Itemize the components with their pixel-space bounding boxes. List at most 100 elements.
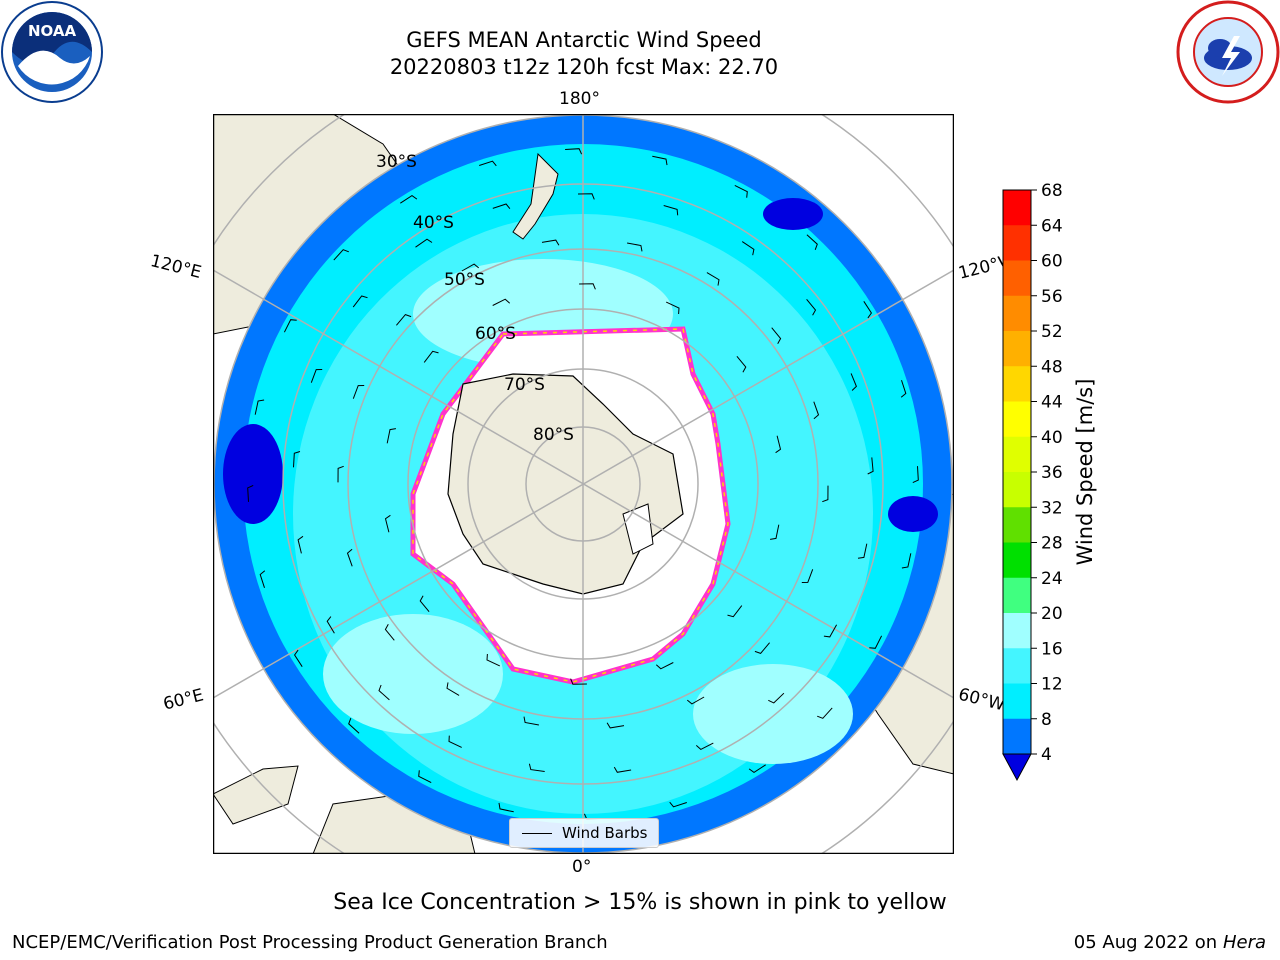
- wind-barb: [297, 535, 304, 554]
- wind-barb: [498, 802, 514, 813]
- footer-credit: NCEP/EMC/Verification Post Processing Pr…: [12, 932, 608, 953]
- wind-barb: [492, 298, 511, 306]
- lat-label-60s: 60°S: [475, 324, 516, 344]
- wind-barb: [771, 327, 782, 345]
- wind-barb: [813, 401, 820, 420]
- wind-max-east: [888, 496, 938, 532]
- wind-barb: [384, 623, 395, 641]
- wind-barb: [486, 653, 501, 667]
- wind-barb: [727, 605, 743, 618]
- colorbar-tick-label: 12: [1041, 675, 1063, 695]
- colorbar-tick-label: 56: [1041, 287, 1063, 307]
- wind-barb: [741, 241, 755, 256]
- wind-barb: [333, 249, 349, 261]
- colorbar-extend-arrow: [1002, 753, 1032, 782]
- wind-barb: [655, 662, 674, 670]
- footer-date-text: 05 Aug 2022 on: [1073, 932, 1218, 953]
- wind-barb: [448, 735, 462, 748]
- wind-barb: [850, 373, 857, 391]
- footer-date: 05 Aug 2022 on Hera: [1074, 932, 1266, 953]
- colorbar-segment: [1003, 436, 1031, 473]
- colorbar-segment: [1003, 225, 1031, 261]
- lon-label-180: 180°: [559, 89, 600, 109]
- wind-barb: [352, 295, 368, 308]
- colorbar-tick-label: 40: [1041, 428, 1063, 448]
- colorbar-segment: [1003, 683, 1031, 720]
- colorbar-segment: [1003, 472, 1031, 508]
- wind-barb: [570, 678, 587, 685]
- colorbar-tick-label: 44: [1041, 393, 1063, 413]
- wind-barb: [817, 707, 833, 719]
- colorbar-segment: [1003, 718, 1031, 755]
- lat-label-50s: 50°S: [444, 270, 485, 290]
- new-zealand-landmass: [512, 152, 559, 240]
- wind-barb: [734, 184, 748, 198]
- lon-label-60e: 60°E: [161, 685, 206, 715]
- wind-barb: [736, 355, 747, 373]
- wind-barb: [806, 234, 818, 250]
- lat-label-40s: 40°S: [413, 213, 454, 233]
- wind-barb: [528, 763, 545, 772]
- wind-barb: [686, 696, 705, 705]
- wind-barb: [775, 435, 782, 454]
- wind-barb: [754, 642, 770, 654]
- colorbar-segment: [1003, 542, 1031, 579]
- colorbar-tick-label: 8: [1041, 710, 1052, 730]
- wind-barb: [310, 369, 323, 383]
- colorbar-tick-label: 60: [1041, 252, 1063, 272]
- colorbar-tick-label: 32: [1041, 498, 1063, 518]
- wind-barb: [806, 298, 817, 316]
- lat-label-70s: 70°S: [504, 375, 545, 395]
- wind-barb: [479, 160, 497, 167]
- wind-barb: [423, 350, 439, 363]
- wind-barb: [912, 466, 919, 484]
- antarctic-wind-map: [213, 114, 954, 854]
- colorbar-tick-label: 24: [1041, 569, 1063, 589]
- colorbar-segment: [1003, 366, 1031, 402]
- national-weather-service-logo: [1176, 0, 1280, 104]
- colorbar-tick-label: 4: [1041, 745, 1052, 765]
- footer-machine: Hera: [1222, 932, 1266, 953]
- colorbar-tick-label: 64: [1041, 216, 1063, 236]
- wind-barb: [577, 193, 595, 200]
- colorbar-tick-label: 20: [1041, 604, 1063, 624]
- chart-subtitle: 20220803 t12z 120h fcst Max: 22.70: [389, 55, 779, 79]
- map-legend: Wind Barbs: [509, 818, 659, 848]
- wind-barb: [283, 319, 297, 333]
- colorbar-label: Wind Speed [m/s]: [1073, 378, 1097, 566]
- colorbar-tick-label: 16: [1041, 639, 1063, 659]
- noaa-logo: NOAA: [1, 1, 103, 103]
- wind-barb: [801, 569, 814, 583]
- wind-barb-legend-line: [522, 832, 552, 834]
- wind-barb: [415, 238, 433, 248]
- wind-barb: [823, 624, 838, 638]
- colorbar-tick-label: 52: [1041, 322, 1063, 342]
- colorbar-segment: [1003, 577, 1031, 614]
- lat-label-30s: 30°S: [376, 152, 417, 172]
- wind-barb: [541, 239, 560, 246]
- colorbar-segment: [1003, 331, 1031, 367]
- wind-max-west: [223, 424, 283, 524]
- wind-barb: [663, 205, 679, 216]
- wind-barb: [400, 194, 418, 204]
- colorbar-tick-label: 68: [1041, 181, 1063, 201]
- wind-barb: [386, 428, 396, 444]
- wind-barb: [867, 457, 874, 475]
- wind-barb: [352, 385, 365, 399]
- wind-barb: [446, 682, 460, 696]
- wind-barb: [613, 766, 632, 773]
- wind-barb: [863, 301, 873, 319]
- wind-barb: [822, 485, 829, 503]
- lat-label-80s: 80°S: [533, 425, 574, 445]
- wind-field-16-west: [323, 614, 503, 734]
- wind-barb: [293, 451, 301, 468]
- wind-barb: [665, 301, 680, 315]
- wind-barb: [523, 716, 539, 726]
- wind-barb: [384, 514, 391, 533]
- wind-barb: [900, 380, 907, 398]
- wind-barb: [748, 764, 766, 774]
- wind-barb: [669, 801, 687, 808]
- wind-barb: [419, 595, 430, 613]
- colorbar-tick-label: 48: [1041, 357, 1063, 377]
